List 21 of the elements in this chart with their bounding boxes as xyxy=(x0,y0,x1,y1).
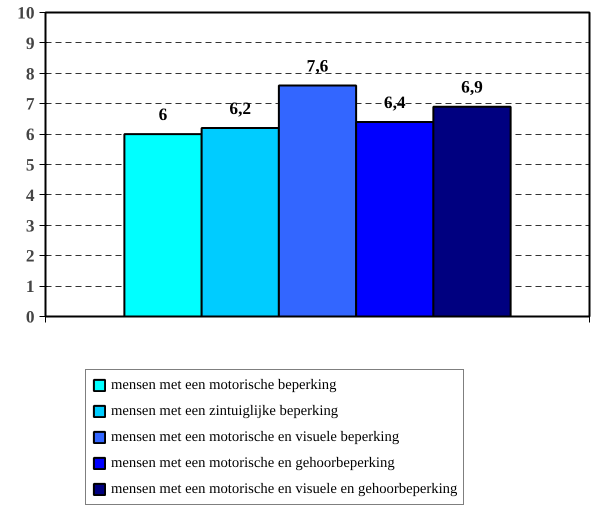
data-label: 6,9 xyxy=(461,78,484,97)
legend-label: mensen met een motorische en visuele en gehoorbeperking xyxy=(111,480,458,498)
y-tick-label: 9 xyxy=(26,34,35,53)
data-label: 6,4 xyxy=(384,92,406,112)
legend-label: mensen met een motorische en gehoorbeperking xyxy=(111,454,395,472)
y-tick-label: 0 xyxy=(26,308,35,326)
data-label: 6 xyxy=(158,105,168,124)
y-tick-label: 10 xyxy=(17,4,34,22)
y-tick-label: 6 xyxy=(26,125,35,144)
legend-label: mensen met een zintuiglijke beperking xyxy=(111,402,338,420)
legend-label: mensen met een motorische en visuele beperking xyxy=(111,428,400,446)
y-tick-label: 4 xyxy=(26,186,35,205)
y-tick-label: 3 xyxy=(26,216,35,236)
data-label: 6,2 xyxy=(229,99,252,118)
y-tick-label: 8 xyxy=(26,64,35,84)
y-tick-label: 7 xyxy=(26,94,35,114)
y-tick-label: 1 xyxy=(26,277,35,296)
y-tick-label: 5 xyxy=(26,156,35,174)
legend-label: mensen met een motorische beperking xyxy=(111,376,336,394)
data-label: 7,6 xyxy=(306,56,329,76)
y-tick-label: 2 xyxy=(26,246,35,266)
